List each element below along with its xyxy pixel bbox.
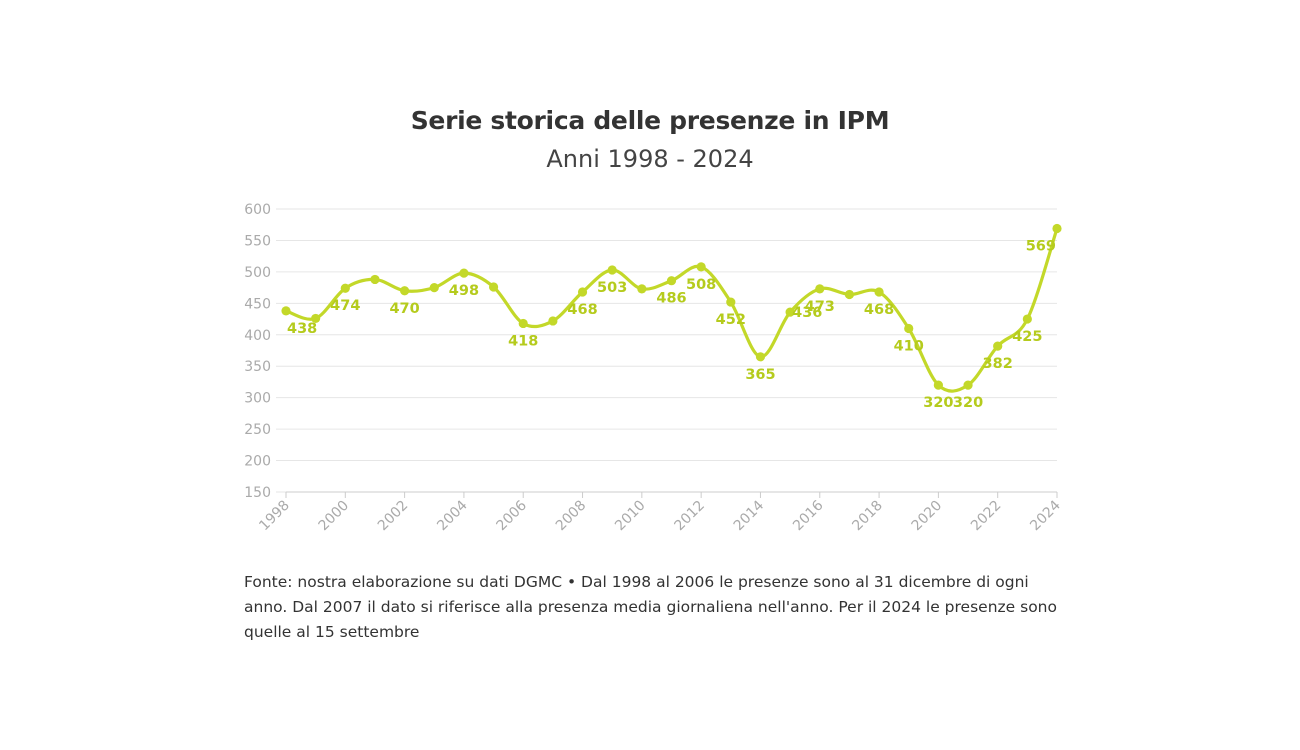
data-label: 365 <box>745 367 775 383</box>
data-label: 569 <box>1026 238 1056 254</box>
data-point <box>874 287 884 297</box>
data-label: 498 <box>449 283 479 299</box>
data-label: 382 <box>983 356 1013 372</box>
x-tick-label: 2016 <box>790 497 827 534</box>
data-point <box>993 341 1003 351</box>
x-tick-label: 2014 <box>731 497 768 534</box>
y-tick-label: 150 <box>244 485 271 501</box>
y-tick-label: 550 <box>244 233 271 249</box>
x-tick-label: 2024 <box>1027 497 1064 534</box>
y-tick-label: 400 <box>244 328 271 344</box>
data-points <box>281 223 1062 390</box>
data-point <box>815 284 825 294</box>
y-tick-label: 500 <box>244 265 271 281</box>
y-tick-label: 200 <box>244 454 271 470</box>
data-label: 438 <box>287 321 317 337</box>
x-tick-label: 2012 <box>671 498 708 535</box>
data-point <box>637 284 647 294</box>
data-point <box>904 323 914 334</box>
data-point <box>311 313 321 324</box>
x-tick-label: 2022 <box>968 498 1005 535</box>
chart-subtitle: Anni 1998 - 2024 <box>546 145 754 173</box>
data-label: 452 <box>716 312 746 328</box>
data-label: 473 <box>805 299 835 315</box>
data-label: 474 <box>330 298 360 314</box>
data-point <box>607 265 617 275</box>
data-point <box>281 306 291 316</box>
data-point <box>755 352 766 362</box>
x-tick-label: 2010 <box>612 498 649 535</box>
gridlines <box>276 208 1057 493</box>
x-axis-ticks: 1998 2000 2002 2004 2006 2008 2010 2012 2014 2016… <box>256 492 1064 534</box>
line-chart: 150 200 250 300 350 400 450 500 550 600 1998 2000 2… <box>244 202 1064 534</box>
x-tick-label: 2000 <box>316 498 353 535</box>
x-tick-label: 2008 <box>553 498 590 535</box>
x-tick-label: 2002 <box>375 498 412 535</box>
data-point <box>400 286 410 296</box>
y-tick-label: 300 <box>244 391 271 407</box>
x-tick-label: 2004 <box>434 497 471 534</box>
data-point <box>488 282 499 292</box>
y-tick-label: 250 <box>244 422 271 438</box>
data-label: 508 <box>686 277 716 293</box>
data-point <box>726 297 736 307</box>
y-tick-label: 450 <box>244 296 271 312</box>
data-label: 418 <box>508 333 538 349</box>
data-label: 503 <box>597 280 627 296</box>
data-label: 468 <box>864 302 894 318</box>
x-tick-label: 2006 <box>494 497 531 534</box>
source-footnote: Fonte: nostra elaborazione su dati DGMC … <box>244 573 1057 641</box>
data-point <box>577 287 588 297</box>
data-point <box>340 283 350 293</box>
data-point <box>548 316 558 326</box>
x-tick-label: 2018 <box>849 498 886 535</box>
data-point <box>459 268 469 278</box>
data-label: 425 <box>1012 329 1042 345</box>
y-tick-label: 600 <box>244 202 271 218</box>
data-label: 486 <box>656 291 686 307</box>
data-label: 320 <box>923 395 953 411</box>
data-point <box>844 289 855 300</box>
data-point <box>1052 223 1062 234</box>
data-point <box>429 283 439 293</box>
data-point <box>518 318 528 329</box>
data-point <box>933 380 943 390</box>
data-point <box>785 307 795 317</box>
y-axis-ticks: 150 200 250 300 350 400 450 500 550 600 <box>244 202 271 501</box>
x-tick-label: 1998 <box>256 498 293 535</box>
data-point <box>370 274 380 285</box>
x-tick-label: 2020 <box>909 498 946 535</box>
data-point <box>666 276 677 286</box>
data-point <box>696 262 706 272</box>
data-label: 320 <box>953 395 983 411</box>
data-point <box>1022 314 1032 324</box>
data-label: 436 <box>792 305 822 321</box>
y-tick-label: 350 <box>244 359 271 375</box>
chart-title: Serie storica delle presenze in IPM <box>410 106 890 135</box>
data-label: 468 <box>567 302 597 318</box>
data-label: 470 <box>389 301 419 317</box>
data-point <box>963 380 973 390</box>
data-label: 410 <box>894 338 924 354</box>
